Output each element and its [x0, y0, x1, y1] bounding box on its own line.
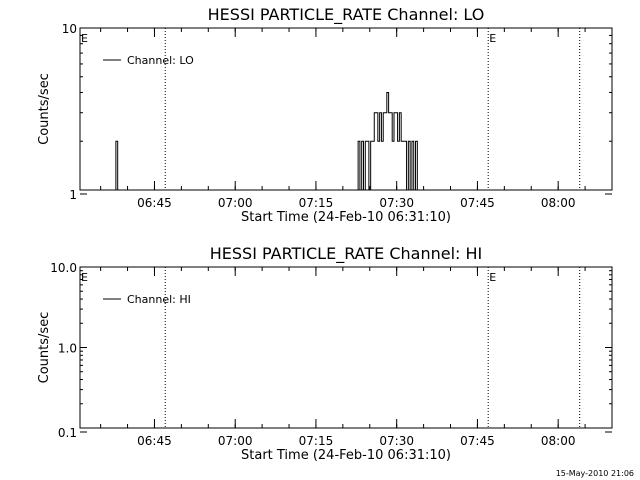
- x-axis-label: Start Time (24-Feb-10 06:31:10): [241, 448, 451, 463]
- x-tick-label: 07:30: [379, 196, 414, 210]
- data-series-line: [115, 91, 418, 190]
- y-tick-label: 1.0: [58, 342, 77, 356]
- x-tick-label: 07:15: [299, 434, 334, 448]
- y-tick-label: 1: [69, 188, 77, 202]
- x-tick-label: 06:45: [137, 196, 172, 210]
- x-tick-label: 07:45: [460, 434, 495, 448]
- y-tick-label: 0.1: [58, 426, 77, 440]
- x-tick-label: 07:30: [379, 434, 414, 448]
- y-tick-label: 10.0: [50, 261, 77, 275]
- print-timestamp: 15-May-2010 21:06: [555, 469, 634, 478]
- x-tick-label: 07:00: [218, 434, 253, 448]
- event-marker-label: E: [489, 32, 496, 45]
- plot-frame-1: [79, 27, 613, 191]
- chart-title-1: HESSI PARTICLE_RATE Channel: LO: [208, 5, 485, 25]
- x-tick-label: 06:45: [137, 434, 172, 448]
- legend-label: Channel: LO: [127, 54, 194, 67]
- x-tick-label: 07:45: [460, 196, 495, 210]
- plot-frame-2: [79, 266, 613, 429]
- x-tick-label: 07:00: [218, 196, 253, 210]
- event-marker-label: E: [81, 32, 88, 45]
- x-axis-label: Start Time (24-Feb-10 06:31:10): [241, 210, 451, 225]
- x-tick-label: 08:00: [541, 196, 576, 210]
- legend-label: Channel: HI: [127, 293, 191, 306]
- x-tick-label: 07:15: [299, 196, 334, 210]
- event-marker-label: E: [489, 271, 496, 284]
- y-axis-label: Counts/sec: [37, 312, 52, 384]
- y-tick-label: 10: [62, 22, 77, 36]
- x-tick-label: 08:00: [541, 434, 576, 448]
- chart-title-2: HESSI PARTICLE_RATE Channel: HI: [210, 244, 483, 264]
- y-axis-label: Counts/sec: [37, 73, 52, 145]
- event-marker-label: E: [81, 271, 88, 284]
